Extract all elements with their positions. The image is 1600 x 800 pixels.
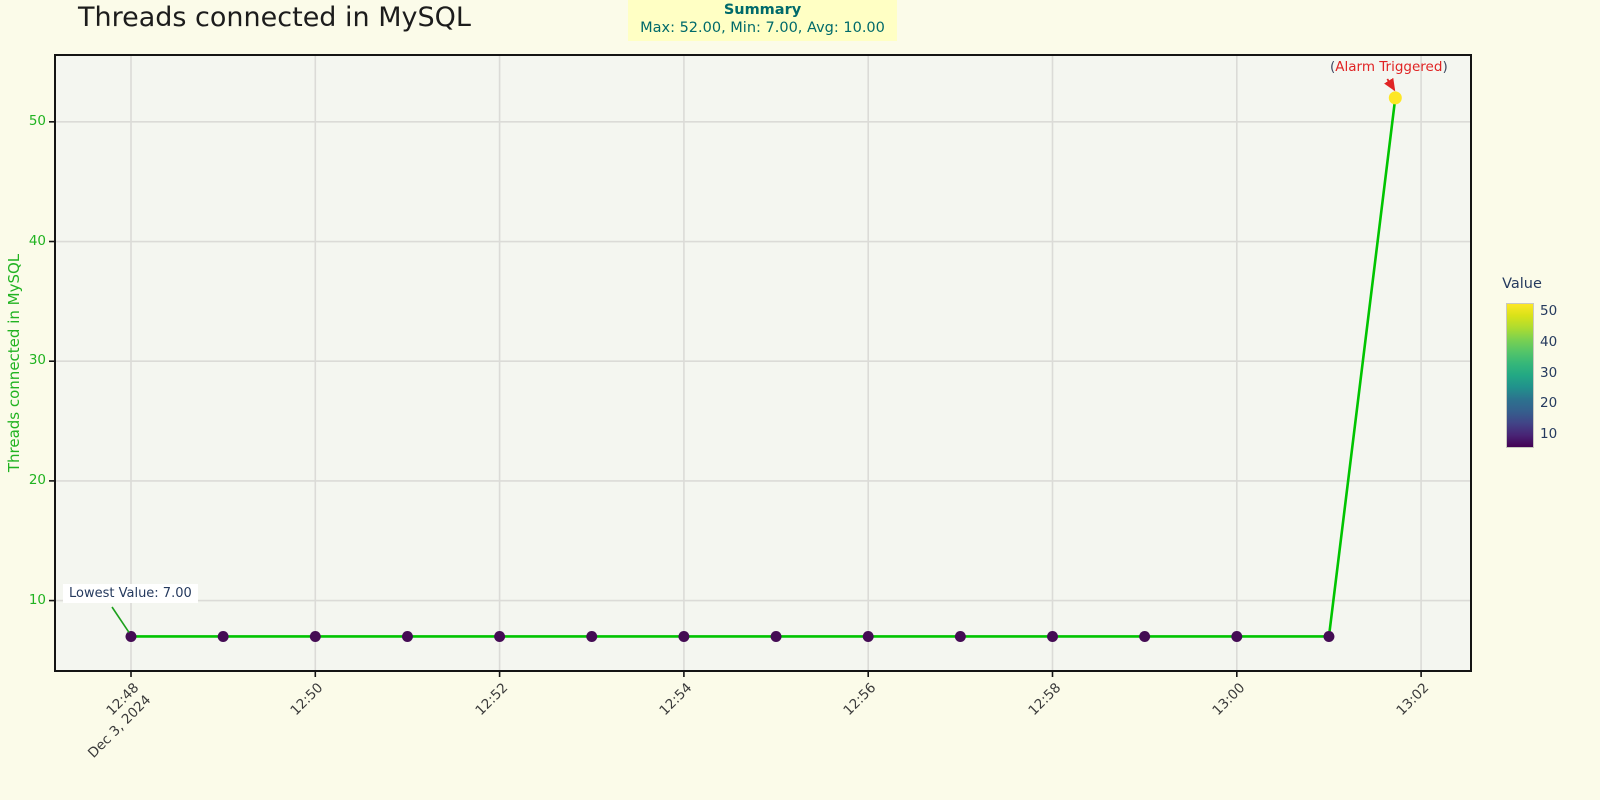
y-tick-label: 10	[28, 591, 46, 608]
colorbar-gradient	[1506, 303, 1534, 448]
alarm-paren-left: (	[1330, 59, 1336, 75]
lowest-value-annotation: Lowest Value: 7.00	[63, 584, 198, 603]
colorbar-title: Value	[1502, 276, 1542, 292]
colorbar-tick-label: 10	[1540, 426, 1558, 443]
y-tick-label: 20	[28, 471, 46, 488]
alarm-paren-right: )	[1442, 59, 1448, 75]
summary-stats: Max: 52.00, Min: 7.00, Avg: 10.00	[640, 20, 885, 36]
summary-heading: Summary	[723, 2, 802, 18]
colorbar-tick-label: 40	[1540, 333, 1558, 350]
colorbar-tick-label: 50	[1540, 303, 1558, 319]
summary-box: Summary Max: 52.00, Min: 7.00, Avg: 10.0…	[628, 0, 897, 41]
colorbar-tick-label: 30	[1540, 364, 1558, 381]
plot-area	[53, 53, 1472, 672]
y-tick-label: 50	[28, 112, 46, 129]
y-tick-label: 30	[28, 352, 46, 369]
colorbar-tick-label: 20	[1540, 395, 1558, 412]
alarm-text: Alarm Triggered	[1335, 59, 1443, 75]
page-title: Threads connected in MySQL	[78, 2, 471, 33]
alarm-annotation: (Alarm Triggered)	[1330, 59, 1448, 75]
y-tick-label: 40	[28, 232, 46, 249]
